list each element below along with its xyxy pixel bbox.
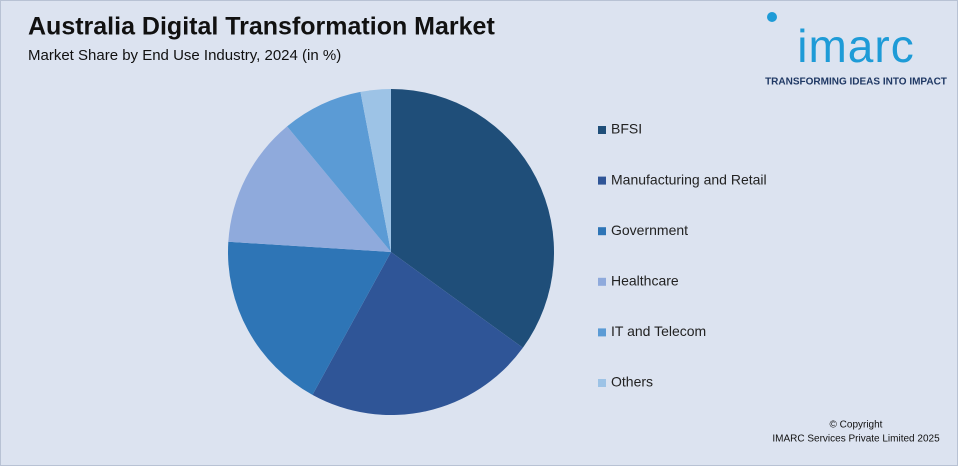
logo: imarc (797, 20, 914, 72)
legend-label: Manufacturing and Retail (611, 171, 767, 187)
pie-slice (228, 126, 391, 252)
legend-swatch (598, 379, 606, 387)
pie-slice (391, 89, 554, 348)
legend-swatch (598, 277, 606, 286)
legend-label: Others (611, 374, 653, 390)
copyright: © Copyright (830, 420, 883, 431)
chart-title: Australia Digital Transformation Market (28, 13, 495, 41)
legend-label: BFSI (611, 121, 642, 137)
legend-label: Government (611, 222, 688, 238)
legend-swatch (598, 126, 606, 134)
pie-slice (287, 91, 391, 252)
logo-tagline: TRANSFORMING IDEAS INTO IMPACT (765, 77, 947, 88)
legend-label: IT and Telecom (611, 323, 706, 339)
pie-slice (228, 241, 391, 395)
logo-dot (767, 12, 777, 22)
legend-swatch (598, 227, 606, 236)
legend-swatch (598, 328, 606, 337)
company: IMARC Services Private Limited 2025 (772, 434, 940, 445)
legend-swatch (598, 176, 606, 185)
legend-label: Healthcare (611, 273, 679, 289)
pie-slice (312, 252, 523, 415)
chart-subtitle: Market Share by End Use Industry, 2024 (… (28, 47, 341, 64)
pie-slice (360, 89, 391, 252)
